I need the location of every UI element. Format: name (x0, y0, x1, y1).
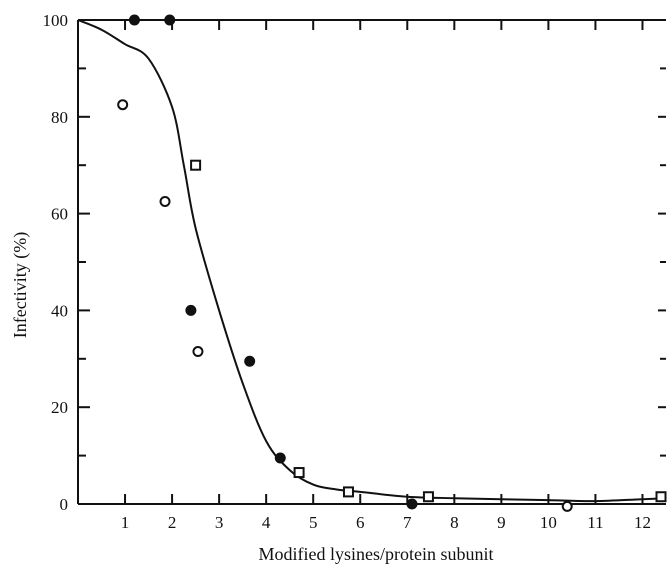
data-point-open-circle (563, 502, 572, 511)
data-point-open-square (295, 468, 304, 477)
data-point-open-square (424, 492, 433, 501)
data-point-filled-circle (407, 499, 417, 509)
x-tick-label: 1 (121, 513, 130, 532)
x-tick-label: 3 (215, 513, 224, 532)
x-tick-label: 6 (356, 513, 365, 532)
x-tick-label: 7 (403, 513, 412, 532)
data-point-open-circle (161, 197, 170, 206)
y-tick-label: 40 (51, 301, 68, 320)
data-point-open-square (657, 492, 666, 501)
fitted-curve (78, 20, 666, 501)
x-tick-label: 8 (450, 513, 459, 532)
data-point-filled-circle (245, 356, 255, 366)
data-point-filled-circle (275, 453, 285, 463)
data-point-open-circle (118, 100, 127, 109)
x-axis-title: Modified lysines/protein subunit (259, 544, 494, 564)
y-tick-label: 80 (51, 108, 68, 127)
x-tick-label: 12 (634, 513, 651, 532)
x-tick-label: 10 (540, 513, 557, 532)
x-tick-label: 11 (587, 513, 603, 532)
fitted-curve-layer (78, 20, 666, 501)
y-tick-label: 60 (51, 205, 68, 224)
data-points-layer (118, 15, 665, 511)
x-tick-label: 9 (497, 513, 506, 532)
y-tick-label: 20 (51, 398, 68, 417)
data-point-open-square (344, 487, 353, 496)
y-tick-label: 100 (43, 11, 69, 30)
data-point-filled-circle (165, 15, 175, 25)
x-tick-label: 5 (309, 513, 318, 532)
data-point-open-square (191, 161, 200, 170)
data-point-filled-circle (129, 15, 139, 25)
data-point-open-circle (193, 347, 202, 356)
x-tick-label: 2 (168, 513, 177, 532)
y-axis-title: Infectivity (%) (10, 232, 31, 338)
y-tick-label: 0 (60, 495, 69, 514)
x-tick-label: 4 (262, 513, 271, 532)
data-point-filled-circle (186, 305, 196, 315)
